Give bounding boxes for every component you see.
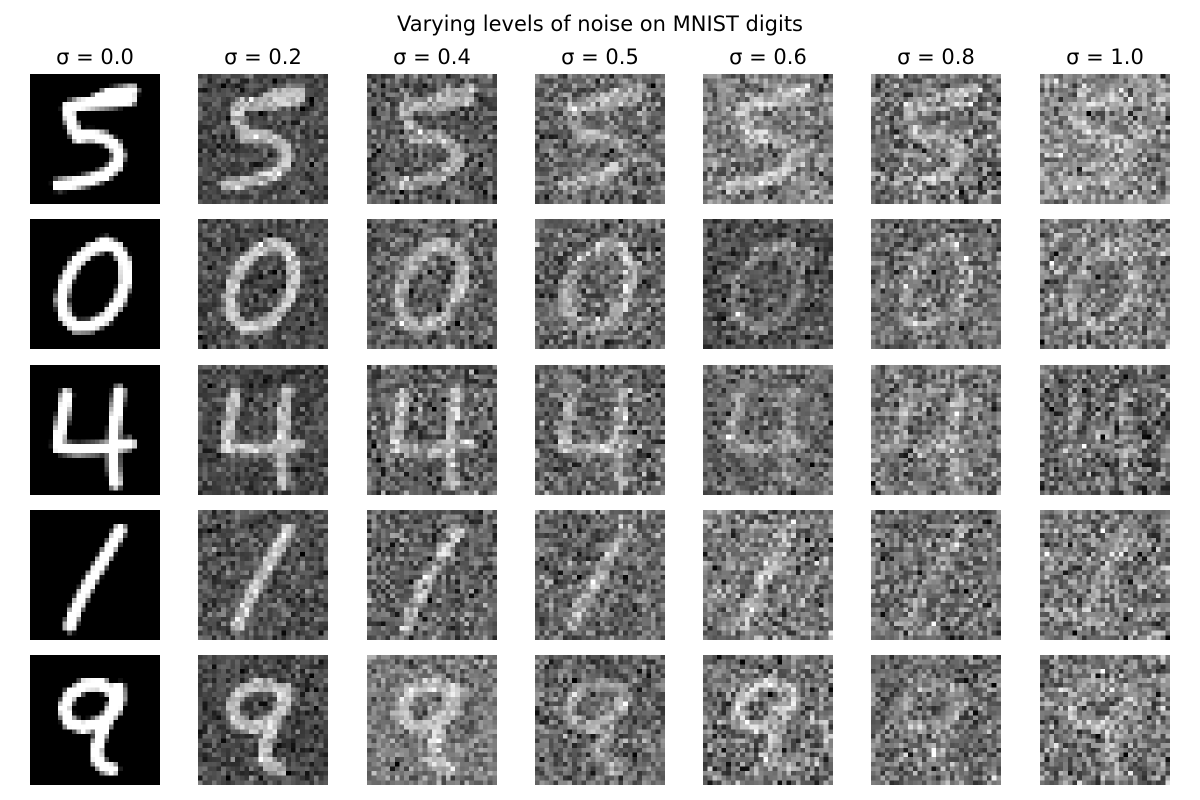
column-label: σ = 0.6 [688, 44, 848, 70]
digit-0-sigma-0.8-image [871, 219, 1001, 349]
column-label: σ = 0.8 [856, 44, 1016, 70]
digit-4-sigma-1.0-image [1040, 365, 1170, 495]
digit-9-sigma-1.0-image [1040, 655, 1170, 785]
column-label: σ = 0.0 [15, 44, 175, 70]
digit-1-sigma-0.2-image [198, 510, 328, 640]
digit-0-sigma-1.0-image [1040, 219, 1170, 349]
digit-9-sigma-0.4-image [367, 655, 497, 785]
digit-9-sigma-0.6-image [703, 655, 833, 785]
digit-5-sigma-0.0-image [30, 74, 160, 204]
digit-4-sigma-0.5-image [535, 365, 665, 495]
digit-5-sigma-1.0-image [1040, 74, 1170, 204]
digit-1-sigma-0.5-image [535, 510, 665, 640]
digit-4-sigma-0.6-image [703, 365, 833, 495]
column-label: σ = 1.0 [1025, 44, 1185, 70]
digit-0-sigma-0.2-image [198, 219, 328, 349]
digit-1-sigma-0.4-image [367, 510, 497, 640]
digit-5-sigma-0.4-image [367, 74, 497, 204]
digit-1-sigma-0.0-image [30, 510, 160, 640]
column-label: σ = 0.2 [183, 44, 343, 70]
digit-0-sigma-0.4-image [367, 219, 497, 349]
digit-5-sigma-0.6-image [703, 74, 833, 204]
digit-5-sigma-0.5-image [535, 74, 665, 204]
digit-0-sigma-0.6-image [703, 219, 833, 349]
column-label: σ = 0.5 [520, 44, 680, 70]
digit-9-sigma-0.5-image [535, 655, 665, 785]
digit-5-sigma-0.8-image [871, 74, 1001, 204]
digit-1-sigma-0.6-image [703, 510, 833, 640]
digit-0-sigma-0.5-image [535, 219, 665, 349]
digit-1-sigma-0.8-image [871, 510, 1001, 640]
digit-9-sigma-0.2-image [198, 655, 328, 785]
digit-0-sigma-0.0-image [30, 219, 160, 349]
digit-4-sigma-0.8-image [871, 365, 1001, 495]
digit-9-sigma-0.8-image [871, 655, 1001, 785]
digit-4-sigma-0.2-image [198, 365, 328, 495]
digit-5-sigma-0.2-image [198, 74, 328, 204]
digit-4-sigma-0.0-image [30, 365, 160, 495]
digit-4-sigma-0.4-image [367, 365, 497, 495]
digit-1-sigma-1.0-image [1040, 510, 1170, 640]
column-label: σ = 0.4 [352, 44, 512, 70]
figure-title: Varying levels of noise on MNIST digits [0, 11, 1200, 37]
digit-9-sigma-0.0-image [30, 655, 160, 785]
